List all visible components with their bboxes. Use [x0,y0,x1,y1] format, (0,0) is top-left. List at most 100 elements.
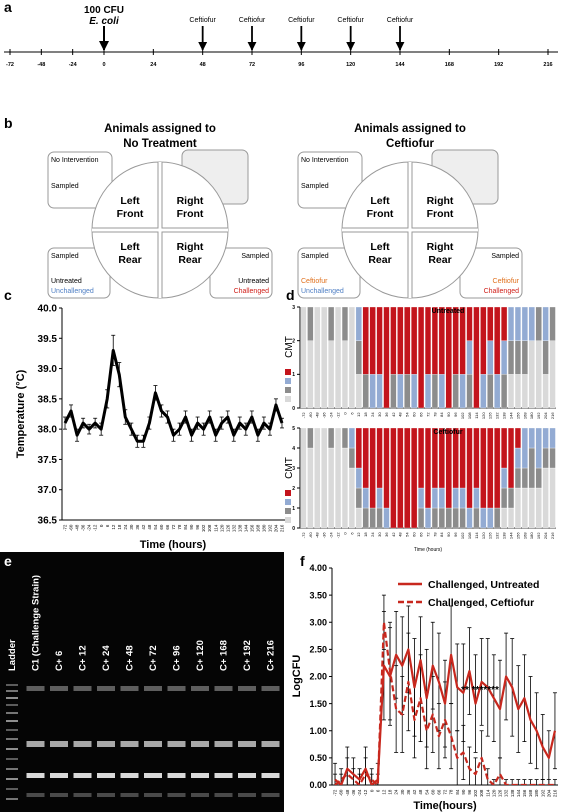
lane-label: C+ 96 [172,645,183,671]
bar-segment [459,427,466,489]
diagram-title: Animals assigned to [354,123,466,135]
gel-band [261,741,280,747]
bar-segment [418,507,425,529]
plot-area [333,594,557,785]
y-tick-label: 0 [292,526,295,532]
x-tick-label: -24 [329,412,334,419]
tick-label: 144 [395,62,405,68]
bar-segment [424,374,432,409]
bar-segment [480,374,487,409]
lane-label: C+ 24 [101,645,112,671]
x-tick-label: 156 [522,789,527,797]
x-tick-label: -12 [363,789,368,796]
bar-segment [438,374,445,409]
bar-segment [424,427,432,509]
quarter-label: Front [367,208,394,220]
gel-band [73,773,92,778]
x-tick-label: 132 [231,524,236,532]
bar-segment [314,427,321,529]
x-tick-label: 120 [491,789,496,797]
gel-band [191,741,209,747]
bar-segment [369,507,376,529]
lane-label: C1 (Challenge Strain) [31,575,42,671]
x-tick-label: 168 [522,532,527,539]
bar-segment [487,340,494,375]
x-tick-label: 36 [384,412,389,417]
y-tick-label: 3 [292,466,295,472]
x-tick-label: -60 [308,412,313,419]
bar-segment [459,487,466,509]
box-text: Challenged [484,288,520,295]
x-axis-title: Time(hours) [413,800,477,812]
bar-segment [473,487,480,509]
x-tick-label: 60 [430,789,435,795]
x-tick-label: -72 [63,524,68,531]
bar-segment [514,374,522,409]
x-tick-label: 108 [207,524,212,532]
tick-label: 168 [445,62,454,68]
inoculation-label: 100 CFU [84,5,124,16]
bar-segment [507,427,515,489]
x-tick-label: 108 [467,412,472,419]
bar-segment [535,487,542,529]
bar-segment [397,427,404,529]
x-tick-label: 66 [418,532,423,537]
bar-segment [452,507,459,529]
x-tick-label: 48 [398,532,403,537]
box-text: Sampled [301,253,329,260]
tick-label: 96 [298,62,304,68]
x-tick-label: -36 [351,789,356,796]
bar-segment [535,467,542,489]
x-tick-label: 180 [529,412,534,419]
y-tick-label: 2 [292,486,295,492]
gel-band [26,741,45,747]
x-tick-label: 138 [502,412,507,419]
x-tick-label: 90 [189,524,194,530]
bar-segment [341,306,349,341]
bar-segment [528,427,535,449]
bar-segment [507,487,515,509]
bar-segment [307,427,314,449]
bar-segment [369,306,376,375]
box [297,151,363,209]
x-tick-label: 54 [153,524,158,530]
bar-segment [501,374,508,409]
bar-segment [431,374,438,409]
box-text: Unchallenged [301,288,344,295]
gel-band [26,686,45,691]
quarter-label: Right [177,195,204,207]
bar-segment [376,507,383,529]
gel-band [6,712,18,714]
box-text: Sampled [491,253,519,260]
legend-swatch [285,517,291,523]
bar-segment [348,467,355,529]
y-tick-label: 1 [292,506,295,512]
x-tick-label: 60 [412,532,417,537]
bar-segment [369,374,376,409]
y-tick-label: 39.0 [38,364,58,375]
gel-band [167,773,186,778]
quarter-label: Front [177,208,204,220]
x-tick-label: 6 [349,412,354,415]
gel-band [6,729,18,731]
legend-swatch [285,490,291,496]
bar-segment [521,427,528,469]
gel-band [6,704,18,706]
x-tick-label: 0 [342,412,347,415]
bar-segment [549,340,556,409]
bar-segment [521,306,528,341]
x-tick-label: 84 [183,524,188,530]
bar-segment [431,487,438,509]
x-tick-label: 18 [117,524,122,530]
bar-segment [501,306,508,341]
y-tick-label: 4 [292,446,295,452]
x-tick-label: 24 [123,524,128,530]
x-tick-label: 6 [375,789,380,792]
x-tick-label: 126 [488,532,493,539]
x-tick-label: 102 [460,532,465,539]
bar-segment [307,340,314,409]
panel-label: e [4,553,12,569]
x-tick-label: -12 [93,524,98,531]
bar-segment [328,427,335,449]
gel-band [261,793,280,797]
